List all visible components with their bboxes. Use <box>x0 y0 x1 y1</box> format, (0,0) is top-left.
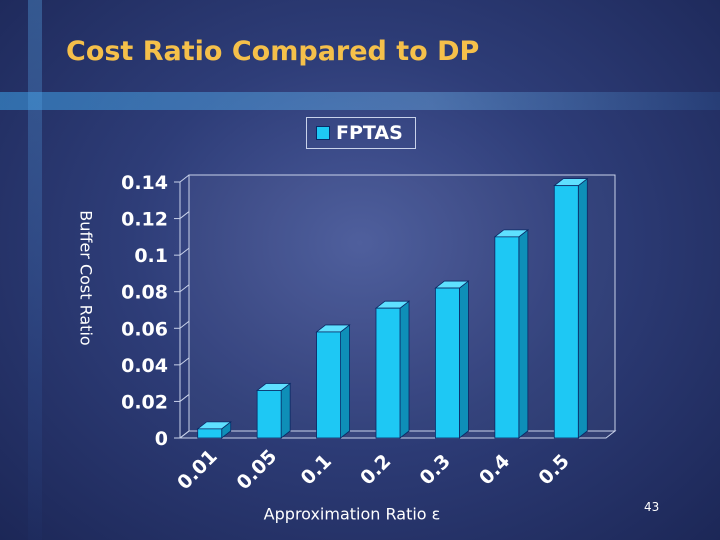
y-tick-depth <box>179 247 190 256</box>
x-tick-label: 0.5 <box>534 450 573 489</box>
bar <box>256 390 282 439</box>
legend-label: FPTAS <box>336 122 403 144</box>
bar <box>494 236 520 439</box>
x-tick-label: 0.1 <box>297 450 336 489</box>
y-tick-label: 0 <box>155 428 168 450</box>
x-axis-label: Approximation Ratio ε <box>263 504 441 524</box>
bar-side <box>399 300 410 439</box>
legend-swatch <box>316 126 330 140</box>
x-tick-label: 0.3 <box>416 450 455 489</box>
slide-number: 43 <box>644 500 660 514</box>
y-tick-label: 0.12 <box>121 209 168 231</box>
x-tick-label: 0.4 <box>475 450 514 489</box>
bar <box>197 428 223 439</box>
bar-side <box>340 324 350 439</box>
x-tick-label: 0.01 <box>173 445 222 494</box>
y-tick-depth <box>179 211 190 219</box>
y-tick-depth <box>179 357 190 366</box>
bar-side <box>459 280 469 439</box>
y-tick-depth <box>179 284 190 293</box>
y-tick-label: 0.14 <box>121 172 168 194</box>
y-tick-label: 0.1 <box>134 245 168 267</box>
y-tick-label: 0.08 <box>121 282 168 304</box>
background-vertical-streak <box>28 0 42 540</box>
y-axis-label: Buffer Cost Ratio <box>76 210 96 346</box>
y-tick-depth <box>179 320 190 329</box>
y-tick-depth <box>179 430 190 439</box>
bar <box>435 287 460 439</box>
chart-legend: FPTAS <box>306 117 416 149</box>
bar <box>316 331 341 439</box>
background-streak <box>0 92 720 110</box>
bar-side <box>280 382 291 439</box>
y-tick-label: 0.02 <box>121 391 168 413</box>
y-tick-depth <box>179 174 190 183</box>
y-tick-label: 0.04 <box>121 355 168 377</box>
bar-side <box>577 177 588 439</box>
bar <box>553 185 579 439</box>
x-tick-label: 0.2 <box>356 450 395 489</box>
bar-side <box>518 229 529 439</box>
bar <box>375 307 401 439</box>
y-tick-depth <box>179 394 190 402</box>
y-tick-label: 0.06 <box>121 318 168 340</box>
slide-title: Cost Ratio Compared to DP <box>66 36 480 67</box>
x-tick-label: 0.05 <box>233 445 282 494</box>
